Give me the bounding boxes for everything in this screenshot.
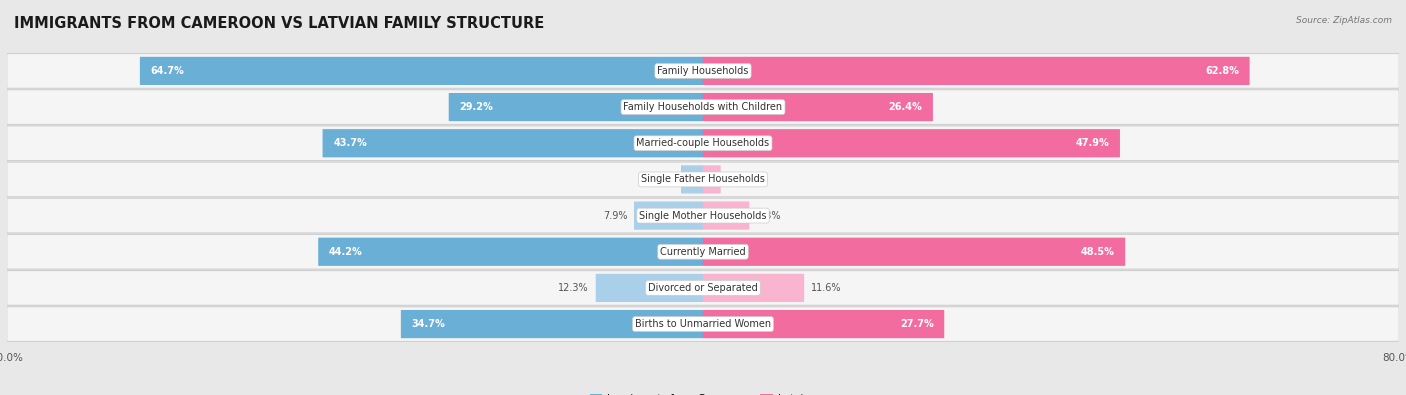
Text: 44.2%: 44.2% [329,247,363,257]
FancyBboxPatch shape [318,238,703,266]
Text: 64.7%: 64.7% [150,66,184,76]
FancyBboxPatch shape [7,54,1399,88]
Text: Family Households with Children: Family Households with Children [623,102,783,112]
Text: 26.4%: 26.4% [889,102,922,112]
FancyBboxPatch shape [139,57,703,85]
FancyBboxPatch shape [703,274,804,302]
Text: Family Households: Family Households [658,66,748,76]
FancyBboxPatch shape [401,310,703,338]
Text: 11.6%: 11.6% [811,283,841,293]
Text: IMMIGRANTS FROM CAMEROON VS LATVIAN FAMILY STRUCTURE: IMMIGRANTS FROM CAMEROON VS LATVIAN FAMI… [14,16,544,31]
FancyBboxPatch shape [7,234,1399,269]
FancyBboxPatch shape [703,310,945,338]
Text: 12.3%: 12.3% [558,283,589,293]
Text: Source: ZipAtlas.com: Source: ZipAtlas.com [1296,16,1392,25]
FancyBboxPatch shape [7,126,1399,161]
Text: Single Mother Households: Single Mother Households [640,211,766,220]
Text: Currently Married: Currently Married [661,247,745,257]
FancyBboxPatch shape [703,129,1121,157]
Text: 47.9%: 47.9% [1076,138,1109,148]
Text: 2.5%: 2.5% [650,175,675,184]
Text: 48.5%: 48.5% [1081,247,1115,257]
Text: Divorced or Separated: Divorced or Separated [648,283,758,293]
Text: 34.7%: 34.7% [412,319,446,329]
Text: Single Father Households: Single Father Households [641,175,765,184]
FancyBboxPatch shape [322,129,703,157]
Legend: Immigrants from Cameroon, Latvian: Immigrants from Cameroon, Latvian [585,390,821,395]
FancyBboxPatch shape [7,90,1399,124]
FancyBboxPatch shape [703,57,1250,85]
FancyBboxPatch shape [7,307,1399,341]
FancyBboxPatch shape [7,162,1399,197]
FancyBboxPatch shape [634,201,703,229]
Text: 27.7%: 27.7% [900,319,934,329]
Text: Married-couple Households: Married-couple Households [637,138,769,148]
Text: 5.3%: 5.3% [756,211,780,220]
FancyBboxPatch shape [703,238,1125,266]
Text: 43.7%: 43.7% [333,138,367,148]
Text: 29.2%: 29.2% [460,102,494,112]
FancyBboxPatch shape [681,166,703,194]
FancyBboxPatch shape [7,198,1399,233]
Text: 2.0%: 2.0% [727,175,752,184]
FancyBboxPatch shape [703,93,934,121]
FancyBboxPatch shape [703,166,721,194]
Text: 7.9%: 7.9% [603,211,627,220]
Text: Births to Unmarried Women: Births to Unmarried Women [636,319,770,329]
FancyBboxPatch shape [7,271,1399,305]
FancyBboxPatch shape [703,201,749,229]
FancyBboxPatch shape [596,274,703,302]
Text: 62.8%: 62.8% [1205,66,1239,76]
FancyBboxPatch shape [449,93,703,121]
